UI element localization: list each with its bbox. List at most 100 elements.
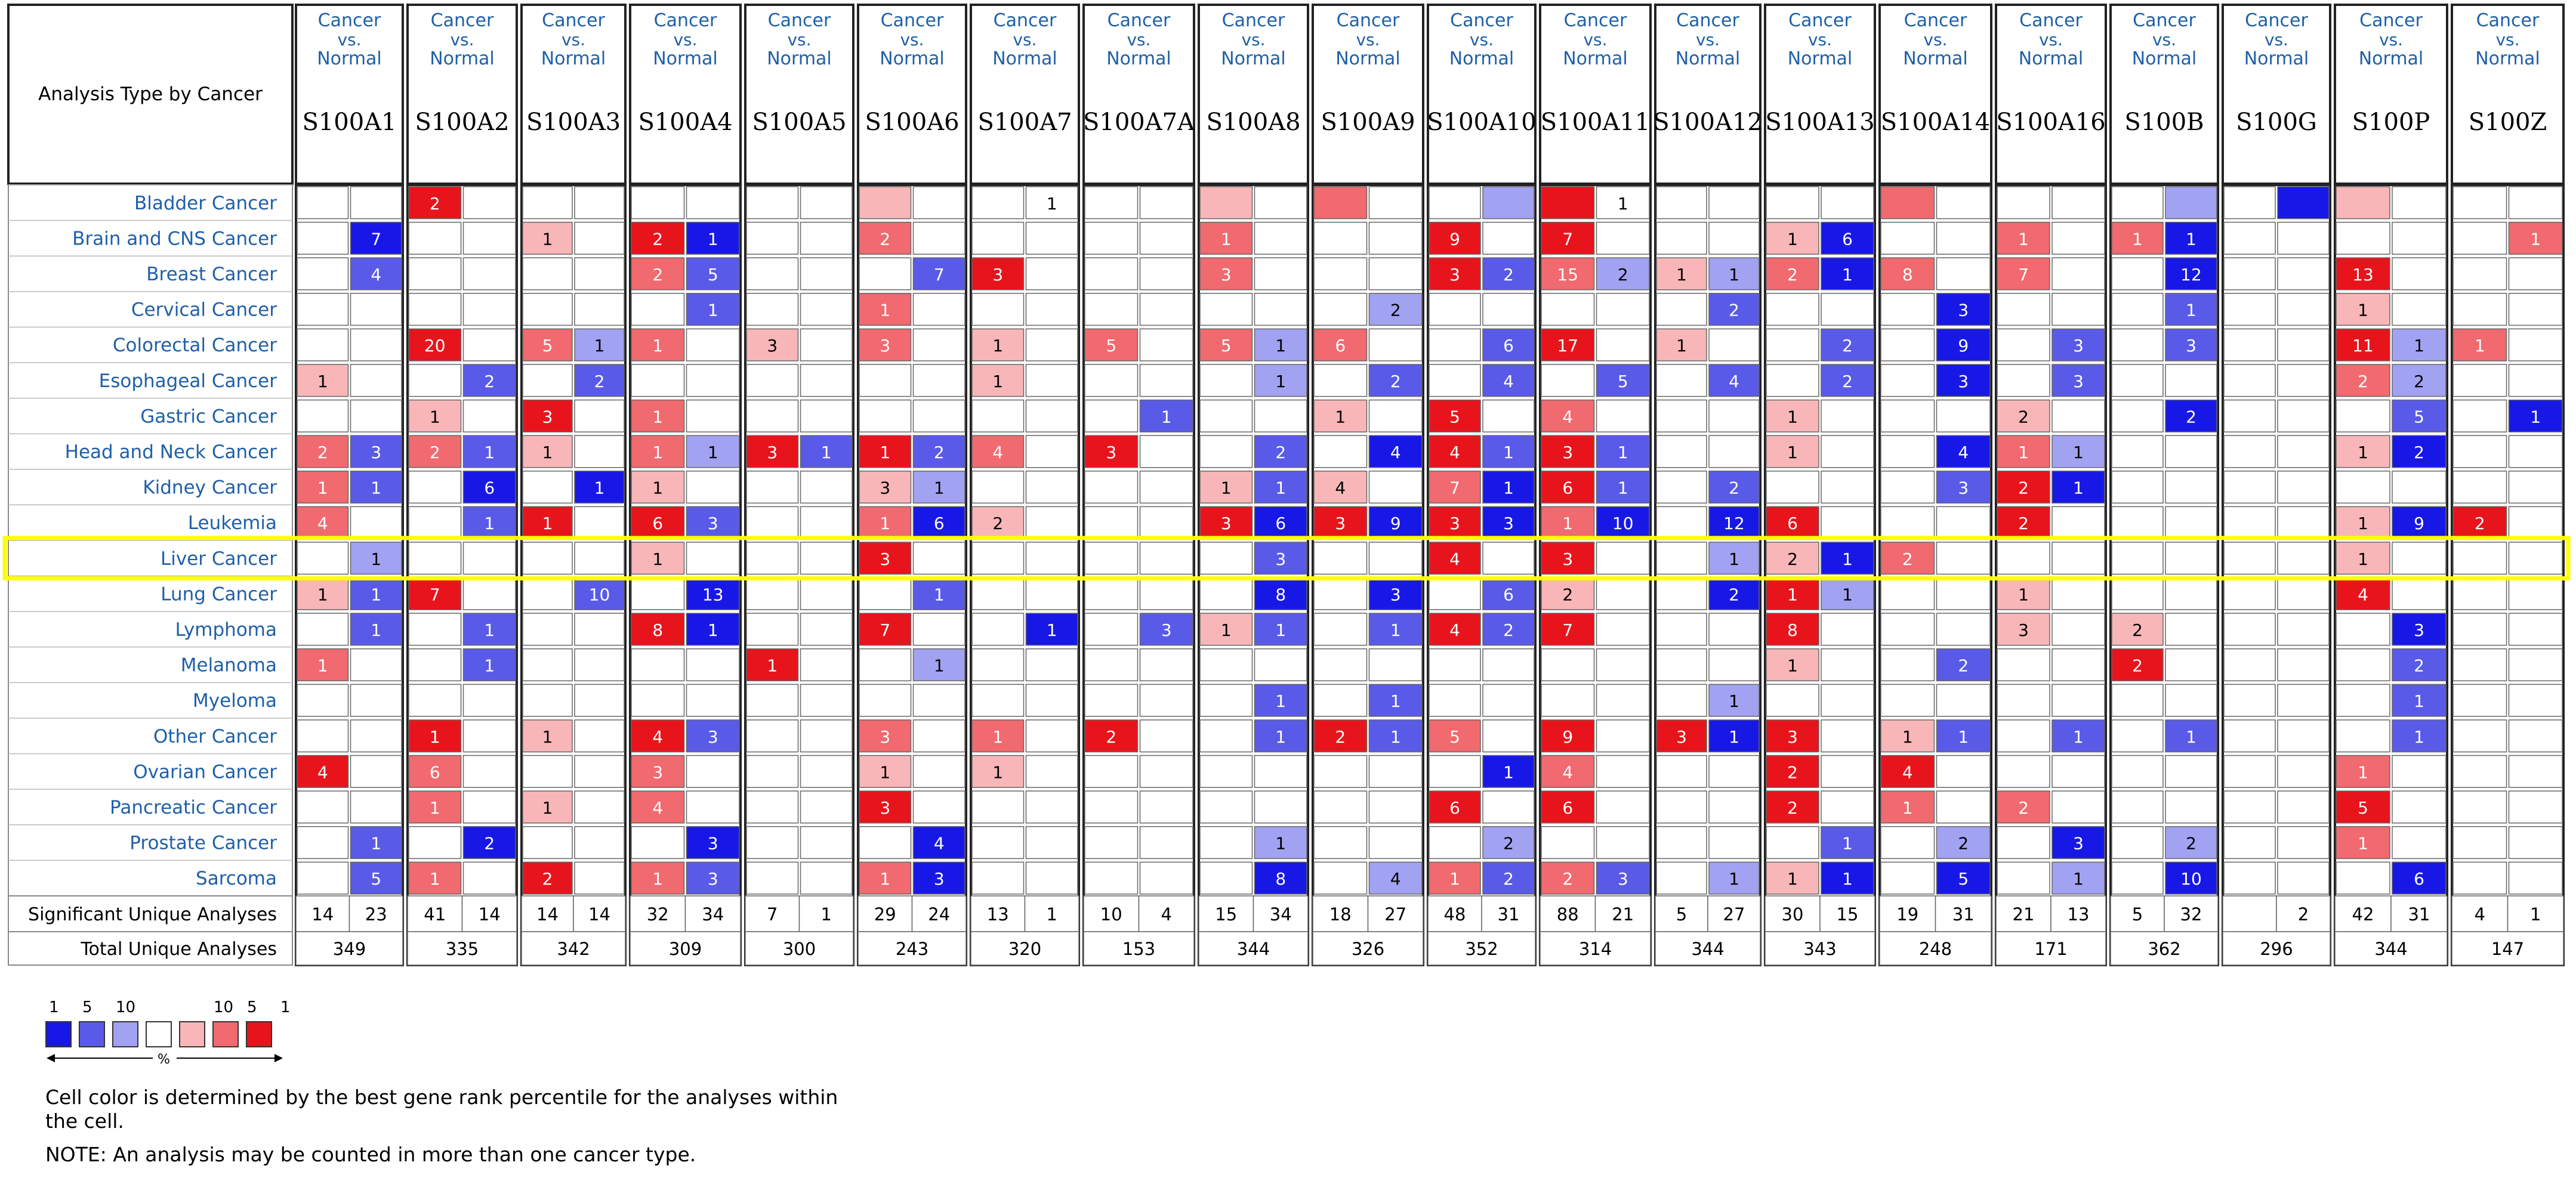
- heatmap-cell: [1656, 471, 1707, 504]
- significant-count: 10: [1100, 904, 1122, 925]
- cell-count: 1: [1958, 727, 1969, 747]
- heatmap-cell: [1368, 684, 1423, 717]
- heatmap-cell: [2508, 790, 2563, 824]
- heatmap-cell: [1254, 790, 1307, 824]
- cell-count: 6: [2414, 869, 2424, 889]
- cell-count: 4: [1562, 407, 1573, 426]
- cell-count: 7: [880, 620, 890, 640]
- row-label: Breast Cancer: [146, 264, 277, 285]
- gene-header-box: [2109, 4, 2219, 185]
- heatmap-cell: [1936, 648, 1991, 682]
- heatmap-cell: [1139, 861, 1193, 895]
- heatmap-cell: [2051, 186, 2105, 219]
- heatmap-cell: [350, 861, 402, 895]
- heatmap-cell: [912, 257, 965, 290]
- heatmap-cell: [1541, 471, 1595, 504]
- heatmap-cell: [2223, 293, 2276, 326]
- heatmap-cell: [800, 328, 853, 361]
- cell-count: 1: [484, 443, 495, 462]
- heatmap-cell: [1139, 328, 1193, 361]
- heatmap-cell: [1313, 186, 1368, 219]
- gene-label-S100A14: S100A14: [1881, 109, 1991, 136]
- heatmap-cell: [1997, 861, 2050, 895]
- heatmap-cell: [1821, 684, 1874, 717]
- heatmap-cell: [2508, 719, 2563, 753]
- heatmap-cell: [2223, 648, 2276, 682]
- cell-count: 3: [934, 869, 945, 889]
- cell-count: 2: [2414, 443, 2424, 462]
- heatmap-cell: [1936, 790, 1991, 824]
- heatmap-cell: [1997, 364, 2050, 397]
- total-count: 248: [1919, 939, 1952, 959]
- cell-count: 1: [934, 656, 945, 676]
- heatmap-cell: [1708, 471, 1760, 504]
- cell-count: 1: [542, 514, 553, 533]
- cell-count: 3: [1390, 585, 1401, 604]
- heatmap-cell: [522, 826, 573, 860]
- heatmap-cell: [1708, 719, 1760, 753]
- heatmap-cell: [297, 293, 349, 326]
- heatmap-cell: [859, 861, 912, 895]
- heatmap-cell: [2452, 257, 2507, 290]
- heatmap-cell: [462, 613, 516, 646]
- cell-count: 3: [1958, 372, 1969, 391]
- heatmap-cell: [2223, 364, 2276, 397]
- heatmap-cell: [1084, 648, 1139, 682]
- cell-count: 7: [934, 265, 945, 285]
- heatmap-cell: [1368, 790, 1423, 824]
- column-header-vs: vs.: [2152, 30, 2176, 50]
- heatmap-cell: [2277, 861, 2330, 895]
- heatmap-cell: [1313, 684, 1368, 717]
- total-cell: [630, 931, 741, 966]
- heatmap-cell: [631, 861, 685, 895]
- cell-count: 1: [1275, 691, 1286, 711]
- heatmap-cell: [1821, 257, 1874, 290]
- heatmap-cell: [1025, 328, 1078, 361]
- column-header-normal: Normal: [430, 48, 495, 69]
- heatmap-cell: [746, 293, 799, 326]
- heatmap-cell: [1997, 293, 2050, 326]
- heatmap-cell: [1708, 399, 1760, 432]
- heatmap-cell: [2223, 399, 2276, 432]
- heatmap-cell: [522, 257, 573, 290]
- heatmap-cell: [912, 435, 965, 468]
- cell-count: 6: [1503, 336, 1514, 355]
- heatmap-cell: [1199, 506, 1253, 539]
- heatmap-cell: [800, 648, 853, 682]
- cell-count: 1: [430, 798, 440, 818]
- heatmap-cell: [462, 577, 516, 610]
- heatmap-cell: [800, 399, 853, 432]
- heatmap-cell: [2508, 435, 2563, 468]
- heatmap-cell: [1596, 790, 1650, 824]
- significant-cell: [798, 895, 854, 932]
- significant-count: 32: [2180, 904, 2202, 925]
- heatmap-cell: [631, 755, 685, 788]
- heatmap-cell: [1254, 648, 1307, 682]
- heatmap-cell: [859, 684, 912, 717]
- cell-count: 8: [1902, 265, 1913, 285]
- heatmap-cell: [800, 790, 853, 824]
- heatmap-cell: [350, 719, 402, 753]
- heatmap-cell: [1821, 435, 1874, 468]
- significant-cell: [407, 895, 463, 932]
- heatmap-cell: [2336, 648, 2390, 682]
- heatmap-cell: [2277, 435, 2330, 468]
- heatmap-cell: [1482, 577, 1535, 610]
- heatmap-cell: [1254, 613, 1307, 646]
- heatmap-cell: [2111, 399, 2164, 432]
- heatmap-cell: [1936, 755, 1991, 788]
- cell-count: 1: [2414, 727, 2424, 747]
- column-header-vs: vs.: [787, 30, 811, 50]
- heatmap-cell: [1936, 186, 1991, 219]
- heatmap-cell: [1821, 719, 1874, 753]
- heatmap-cell: [1368, 435, 1423, 468]
- cell-count: 1: [992, 336, 1003, 355]
- heatmap-cell: [1821, 364, 1874, 397]
- cell-count: 1: [1676, 336, 1687, 355]
- heatmap-cell: [350, 328, 402, 361]
- heatmap-cell: [462, 755, 516, 788]
- heatmap-cell: [1596, 826, 1650, 860]
- significant-cell: [1427, 895, 1482, 932]
- legend-swatch: [246, 1021, 272, 1047]
- cell-count: 4: [317, 762, 328, 782]
